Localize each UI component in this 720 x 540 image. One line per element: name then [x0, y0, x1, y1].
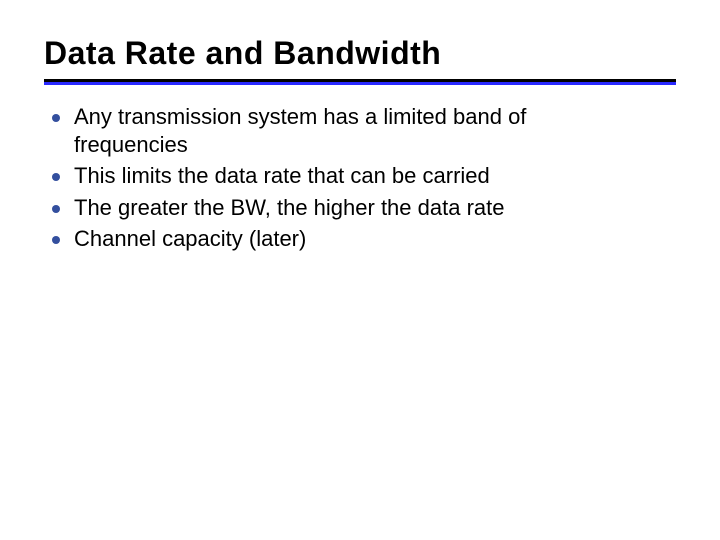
bullet-text: Channel capacity (later): [74, 225, 306, 253]
title-underline: [44, 79, 676, 85]
list-item: Any transmission system has a limited ba…: [52, 103, 676, 158]
list-item: Channel capacity (later): [52, 225, 676, 253]
rule-blue: [44, 82, 676, 85]
slide: Data Rate and Bandwidth Any transmission…: [0, 0, 720, 540]
bullet-icon: [52, 236, 60, 244]
bullet-icon: [52, 173, 60, 181]
bullet-icon: [52, 205, 60, 213]
bullet-icon: [52, 114, 60, 122]
list-item: The greater the BW, the higher the data …: [52, 194, 676, 222]
bullet-list: Any transmission system has a limited ba…: [44, 103, 676, 253]
slide-title: Data Rate and Bandwidth: [44, 36, 676, 77]
bullet-text: The greater the BW, the higher the data …: [74, 194, 504, 222]
list-item: This limits the data rate that can be ca…: [52, 162, 676, 190]
bullet-text: Any transmission system has a limited ba…: [74, 103, 634, 158]
bullet-text: This limits the data rate that can be ca…: [74, 162, 490, 190]
